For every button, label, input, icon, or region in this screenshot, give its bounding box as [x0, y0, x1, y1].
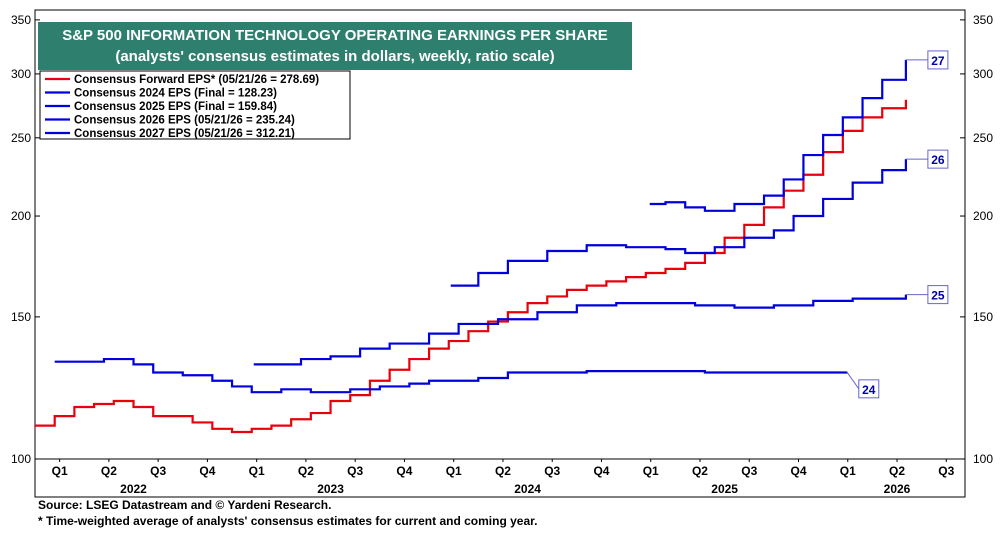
- end-label: 24: [862, 383, 876, 397]
- year-label: 2022: [120, 482, 147, 496]
- end-label-box: [927, 285, 949, 305]
- x-tick-label: Q1: [249, 464, 265, 478]
- end-label-box: [927, 50, 949, 70]
- legend-label: Consensus 2026 EPS (05/21/26 = 235.24): [74, 115, 295, 127]
- legend-label: Consensus 2027 EPS (05/21/26 = 312.21): [74, 128, 295, 140]
- y-tick-label: 250: [11, 131, 31, 145]
- legend-label: Consensus 2024 EPS (Final = 128.23): [74, 88, 277, 100]
- end-label-leader: [846, 371, 860, 390]
- legend-label: Consensus Forward EPS* (05/21/26 = 278.6…: [74, 74, 319, 86]
- y2-tick-label: 300: [973, 67, 993, 81]
- title-box: [38, 22, 632, 70]
- end-label-box: [927, 149, 949, 169]
- x-tick-label: Q4: [790, 464, 806, 478]
- x-tick-label: Q1: [52, 464, 68, 478]
- x-tick-label: Q2: [692, 464, 708, 478]
- x-tick-label: Q3: [741, 464, 757, 478]
- end-label-box: [858, 379, 880, 399]
- series-line: [649, 59, 907, 212]
- x-tick-label: Q1: [840, 464, 856, 478]
- series-line: [35, 99, 907, 434]
- y2-tick-label: 350: [973, 13, 993, 27]
- x-tick-label: Q1: [643, 464, 659, 478]
- x-tick-label: Q1: [446, 464, 462, 478]
- x-tick-label: Q4: [199, 464, 215, 478]
- year-label: 2025: [711, 482, 738, 496]
- series-line: [253, 294, 907, 366]
- x-tick-label: Q3: [347, 464, 363, 478]
- source-note: Source: LSEG Datastream and © Yardeni Re…: [38, 498, 331, 512]
- x-tick-label: Q2: [495, 464, 511, 478]
- x-tick-label: Q2: [889, 464, 905, 478]
- x-tick-label: Q4: [396, 464, 412, 478]
- legend-box: [39, 70, 351, 140]
- x-tick-label: Q4: [593, 464, 609, 478]
- end-label: 26: [931, 153, 945, 167]
- year-label: 2024: [514, 482, 541, 496]
- y2-tick-label: 100: [973, 452, 993, 466]
- y2-tick-label: 150: [973, 310, 993, 324]
- y2-tick-label: 250: [973, 131, 993, 145]
- year-label: 2026: [884, 482, 911, 496]
- year-label: 2023: [317, 482, 344, 496]
- x-tick-label: Q2: [101, 464, 117, 478]
- x-tick-label: Q3: [938, 464, 954, 478]
- chart-title: S&P 500 INFORMATION TECHNOLOGY OPERATING…: [62, 27, 608, 44]
- y-tick-label: 150: [11, 310, 31, 324]
- series-line: [54, 357, 848, 394]
- footnote: * Time-weighted average of analysts' con…: [38, 514, 537, 528]
- end-label: 25: [931, 289, 945, 303]
- end-label: 27: [931, 54, 945, 68]
- y-tick-label: 200: [11, 209, 31, 223]
- legend-label: Consensus 2025 EPS (Final = 159.84): [74, 101, 277, 113]
- x-tick-label: Q2: [298, 464, 314, 478]
- y-tick-label: 300: [11, 67, 31, 81]
- y2-tick-label: 200: [973, 209, 993, 223]
- x-tick-label: Q3: [544, 464, 560, 478]
- x-tick-label: Q3: [150, 464, 166, 478]
- x-axis-frame: [34, 458, 966, 498]
- series-line: [450, 159, 907, 287]
- y-tick-label: 350: [11, 13, 31, 27]
- y-tick-label: 100: [11, 452, 31, 466]
- chart-subtitle: (analysts' consensus estimates in dollar…: [115, 48, 554, 65]
